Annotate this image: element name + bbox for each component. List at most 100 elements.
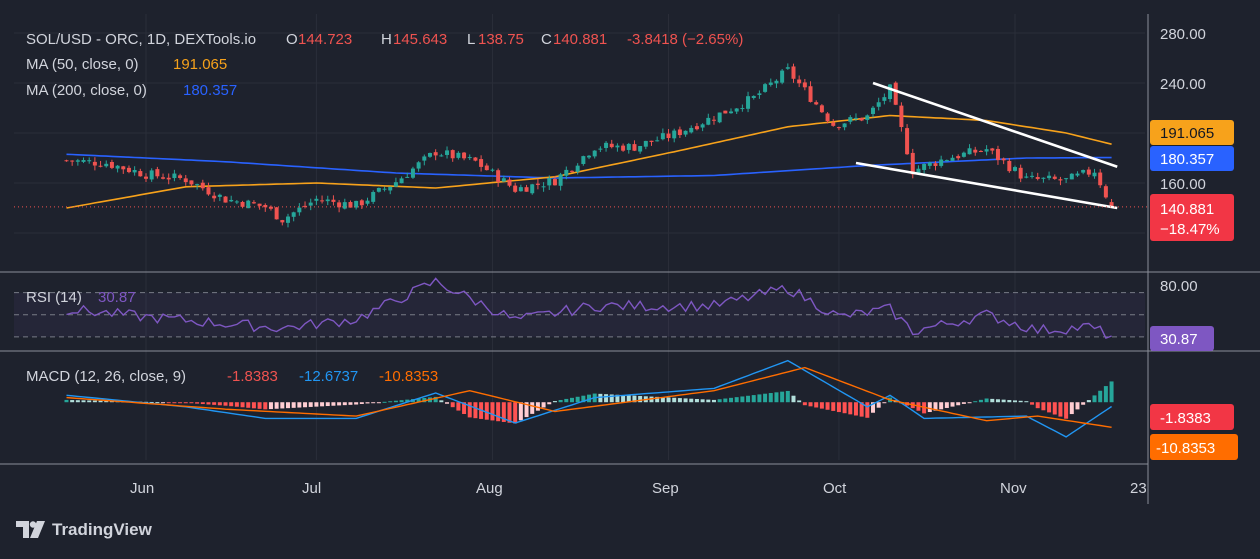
candle-body bbox=[342, 202, 347, 209]
macd-histogram-bar bbox=[365, 402, 370, 404]
candlestick-series[interactable] bbox=[64, 63, 1114, 228]
legend-open-label: O bbox=[286, 31, 298, 48]
candle-body bbox=[819, 105, 824, 113]
macd-histogram-bar bbox=[263, 402, 268, 410]
macd-histogram-bar bbox=[462, 402, 467, 414]
macd-histogram-bar bbox=[399, 400, 404, 403]
candle-body bbox=[973, 149, 978, 153]
macd-histogram-bar bbox=[172, 402, 177, 404]
macd-histogram-bar bbox=[433, 396, 438, 403]
candle-body bbox=[314, 198, 319, 201]
candle-body bbox=[706, 117, 711, 125]
candle-body bbox=[956, 156, 961, 159]
candle-body bbox=[1081, 169, 1086, 173]
candle-body bbox=[189, 180, 194, 185]
macd-histogram-bar bbox=[871, 402, 876, 413]
candle-body bbox=[445, 150, 450, 155]
macd-histogram-bar bbox=[984, 398, 989, 403]
candle-body bbox=[297, 207, 302, 213]
macd-histogram-bar bbox=[348, 402, 353, 405]
macd-histogram-bar bbox=[257, 402, 262, 409]
candle-body bbox=[1047, 175, 1052, 179]
macd-histogram-bar bbox=[320, 402, 325, 407]
macd-histogram-bar bbox=[615, 394, 620, 403]
candle-body bbox=[524, 187, 529, 192]
candle-body bbox=[939, 159, 944, 166]
candle-body bbox=[683, 130, 688, 135]
macd-histogram-bar bbox=[183, 402, 188, 404]
svg-text:-1.8383: -1.8383 bbox=[1160, 410, 1211, 427]
candle-body bbox=[1024, 176, 1029, 178]
candle-body bbox=[212, 195, 217, 199]
legend-ma50-value: 191.065 bbox=[173, 56, 227, 73]
falling-wedge-trendlines[interactable] bbox=[855, 81, 1118, 210]
candle-body bbox=[569, 170, 574, 172]
macd-histogram-bar bbox=[990, 398, 995, 403]
candle-body bbox=[865, 115, 870, 120]
legend-symbol: SOL/USD - ORC, 1D, DEXTools.io bbox=[26, 31, 256, 48]
candle-body bbox=[348, 202, 353, 208]
candle-body bbox=[558, 174, 563, 186]
candle-body bbox=[161, 177, 166, 179]
macd-histogram-bar bbox=[621, 395, 626, 403]
macd-histogram-bar bbox=[626, 395, 631, 403]
candle-body bbox=[513, 185, 518, 192]
candle-body bbox=[922, 164, 927, 170]
candle-body bbox=[365, 200, 370, 204]
candle-body bbox=[1052, 176, 1057, 179]
candle-body bbox=[604, 142, 609, 148]
macd-histogram-bar bbox=[1109, 381, 1114, 403]
macd-histogram-bar bbox=[660, 397, 665, 403]
tradingview-logo[interactable]: TradingView bbox=[16, 520, 152, 540]
macd-histogram-bar bbox=[791, 395, 796, 403]
macd-histogram-bar bbox=[746, 395, 751, 403]
macd-histogram-bar bbox=[75, 400, 80, 403]
macd-histogram-bar bbox=[848, 402, 853, 415]
candle-body bbox=[995, 148, 1000, 161]
macd-histogram-bar bbox=[865, 402, 870, 418]
macd-histogram-bar bbox=[1069, 402, 1074, 415]
candle-body bbox=[723, 110, 728, 114]
macd-histogram-bar bbox=[195, 402, 200, 404]
candle-body bbox=[138, 171, 143, 177]
tradingview-logo-text: TradingView bbox=[52, 520, 152, 539]
macd-histogram-bar bbox=[354, 402, 359, 405]
candle-body bbox=[626, 143, 631, 150]
candle-body bbox=[740, 108, 745, 110]
macd-histogram-bar bbox=[98, 400, 103, 403]
candle-body bbox=[836, 127, 841, 129]
legend-close: 140.881 bbox=[553, 31, 607, 48]
candle-body bbox=[564, 169, 569, 176]
candle-body bbox=[711, 119, 716, 121]
macd-histogram-bar bbox=[689, 398, 694, 403]
badge-price-change: −18.47% bbox=[1160, 221, 1220, 238]
candle-body bbox=[240, 201, 245, 207]
candle-body bbox=[1069, 173, 1074, 180]
legend-high-label: H bbox=[381, 31, 392, 48]
macd-histogram-bar bbox=[655, 396, 660, 403]
candle-body bbox=[990, 148, 995, 151]
candle-body bbox=[1098, 172, 1103, 186]
svg-text:180.357: 180.357 bbox=[1160, 151, 1214, 168]
rsi-path bbox=[66, 277, 1112, 339]
candle-body bbox=[615, 145, 620, 148]
macd-histogram-bar bbox=[939, 402, 944, 410]
candle-body bbox=[552, 178, 557, 186]
candle-body bbox=[609, 143, 614, 148]
candle-body bbox=[774, 80, 779, 84]
candle-body bbox=[1058, 179, 1063, 181]
candle-body bbox=[876, 102, 881, 107]
macd-histogram-bar bbox=[64, 399, 69, 403]
candle-body bbox=[797, 79, 802, 84]
candle-body bbox=[746, 96, 751, 109]
macd-histogram-bar bbox=[1075, 402, 1080, 410]
candle-body bbox=[195, 184, 200, 186]
macd-histogram-bar bbox=[535, 402, 540, 411]
macd-histogram-bar bbox=[581, 395, 586, 403]
macd-histogram-bar bbox=[393, 400, 398, 403]
macd-histogram-bar bbox=[1013, 400, 1017, 403]
ma200-path bbox=[66, 153, 1112, 179]
candle-body bbox=[439, 155, 444, 157]
candle-body bbox=[831, 122, 836, 126]
